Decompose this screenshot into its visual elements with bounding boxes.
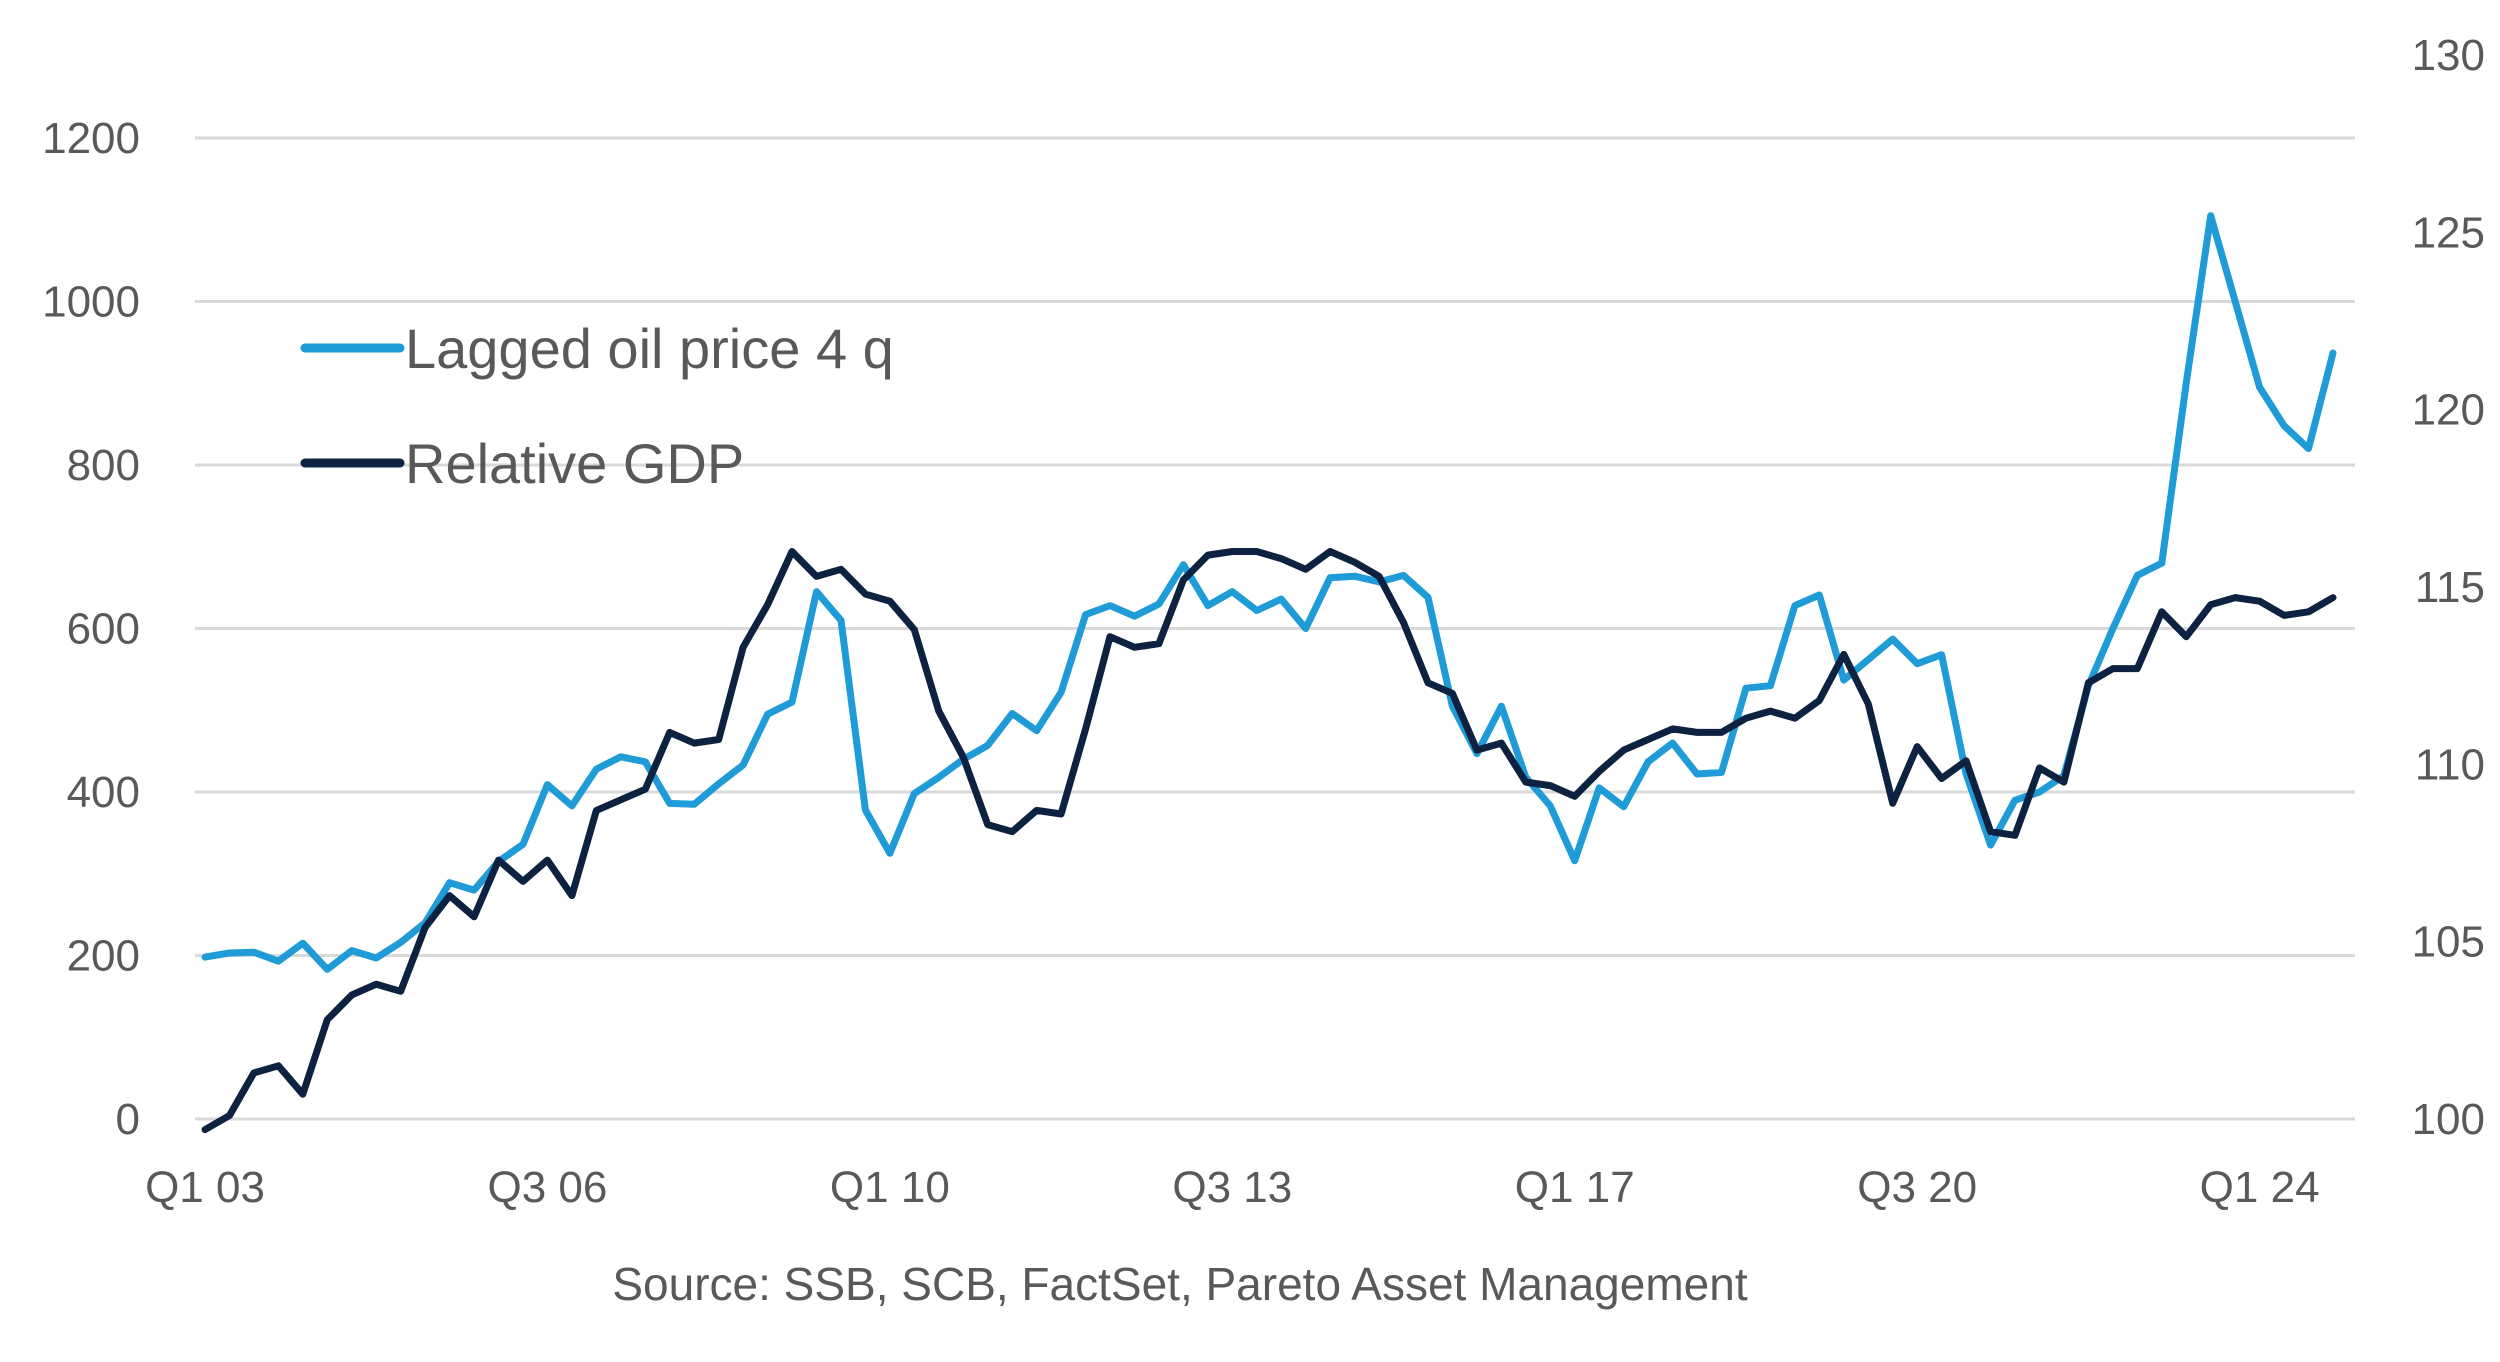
left-y-tick-label: 1200	[42, 114, 140, 163]
x-tick-label: Q1 10	[830, 1163, 950, 1212]
left-y-tick-label: 1000	[42, 278, 140, 327]
left-y-tick-label: 400	[67, 768, 140, 817]
left-y-tick-label: 600	[67, 605, 140, 654]
right-y-axis: 100 105 110 115 120 125 130	[2412, 31, 2485, 1144]
left-y-tick-label: 200	[67, 932, 140, 981]
x-tick-label: Q3 13	[1172, 1163, 1292, 1212]
right-y-tick-label: 110	[2415, 740, 2485, 789]
right-y-tick-label: 130	[2412, 31, 2485, 80]
series-line-oil-price	[201, 212, 2337, 973]
series-lines	[201, 212, 2337, 1134]
x-tick-label: Q3 20	[1857, 1163, 1977, 1212]
x-tick-label: Q3 06	[487, 1163, 607, 1212]
legend-label: Lagged oil price 4 q	[405, 317, 894, 380]
gridlines	[195, 136, 2355, 1121]
series-line-relative-gdp	[201, 548, 2337, 1134]
right-y-tick-label: 120	[2412, 386, 2485, 435]
legend-label: Relative GDP	[405, 432, 744, 495]
right-y-tick-label: 105	[2412, 918, 2485, 967]
x-tick-label: Q1 24	[2200, 1163, 2320, 1212]
right-y-tick-label: 115	[2415, 563, 2485, 612]
left-y-axis: 0 200 400 600 800 1000 1200	[42, 114, 140, 1144]
x-tick-label: Q1 03	[145, 1163, 265, 1212]
x-axis: Q1 03 Q3 06 Q1 10 Q3 13 Q1 17 Q3 20 Q1 24	[145, 1163, 2319, 1212]
left-y-tick-label: 800	[67, 441, 140, 490]
left-y-tick-label: 0	[116, 1095, 140, 1144]
source-note: Source: SSB, SCB, FactSet, Pareto Asset …	[612, 1258, 1747, 1310]
right-y-tick-label: 125	[2412, 208, 2485, 257]
x-tick-label: Q1 17	[1515, 1163, 1635, 1212]
right-y-tick-label: 100	[2412, 1095, 2485, 1144]
legend: Lagged oil price 4 q Relative GDP	[300, 317, 894, 495]
